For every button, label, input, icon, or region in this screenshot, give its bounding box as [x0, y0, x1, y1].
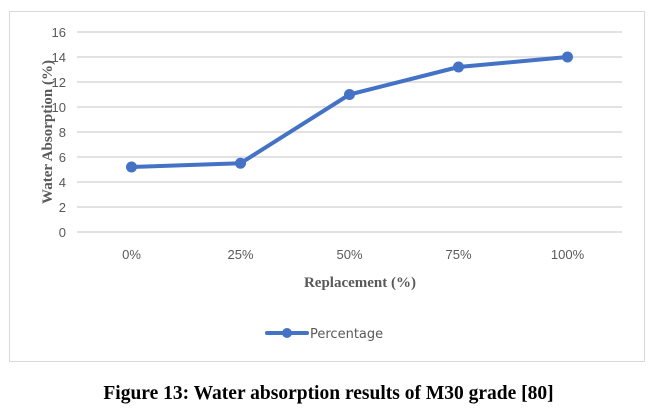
y-tick-label: 0 [59, 225, 66, 240]
data-point [344, 89, 355, 100]
series-line [129, 55, 570, 169]
x-tick-labels: 0% 25% 50% 75% 100% [122, 247, 584, 262]
data-point [453, 61, 464, 73]
legend: Percentage [265, 327, 383, 342]
x-tick-label: 75% [445, 247, 471, 262]
data-point [126, 161, 137, 173]
gridlines [77, 31, 622, 233]
series-percentage [126, 51, 573, 173]
x-tick-label: 100% [551, 247, 585, 262]
x-tick-label: 25% [227, 247, 253, 262]
chart-area [9, 11, 645, 362]
data-point [562, 51, 573, 63]
x-tick-label: 0% [122, 247, 141, 262]
x-axis-title: Replacement (%) [304, 275, 416, 291]
y-tick-labels: 0 2 4 6 8 10 12 14 16 [52, 25, 66, 240]
y-tick-label: 8 [59, 125, 66, 140]
y-tick-label: 16 [52, 25, 66, 40]
legend-marker-icon [282, 328, 292, 338]
y-tick-label: 6 [59, 150, 66, 165]
y-tick-label: 12 [52, 75, 66, 90]
data-point [235, 157, 246, 169]
y-axis-title: Water Absorption (%) [40, 60, 56, 204]
figure-caption: Figure 13: Water absorption results of M… [103, 383, 554, 404]
y-tick-label: 10 [52, 100, 66, 115]
y-tick-label: 14 [52, 50, 66, 65]
legend-label: Percentage [310, 327, 383, 342]
x-tick-label: 50% [336, 247, 362, 262]
y-tick-label: 2 [59, 200, 66, 215]
y-tick-label: 4 [59, 175, 66, 190]
